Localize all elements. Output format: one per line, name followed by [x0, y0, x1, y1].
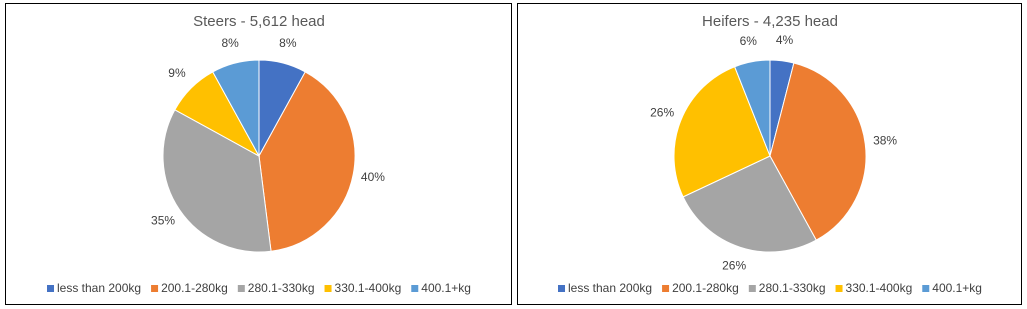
pie-slice	[258, 71, 356, 252]
data-label: 9%	[168, 66, 186, 80]
legend-label: less than 200kg	[57, 281, 141, 295]
pie-slice	[769, 62, 867, 241]
data-label: 26%	[722, 258, 746, 272]
pie-slice	[212, 59, 260, 157]
pie-slice	[162, 109, 272, 253]
data-label: 8%	[221, 36, 239, 50]
legend-swatch	[748, 285, 756, 292]
legend-swatch	[835, 285, 843, 292]
pie-slice	[673, 66, 771, 198]
pie-slice	[734, 59, 771, 157]
data-label: 38%	[873, 134, 897, 148]
legend-swatch	[324, 285, 332, 292]
data-label: 8%	[279, 36, 297, 50]
legend-swatch	[151, 285, 159, 292]
legend-label: 330.1-400kg	[335, 281, 402, 295]
chart-title: Steers - 5,612 head	[193, 13, 325, 30]
legend-swatch	[662, 285, 670, 292]
legend-swatch	[411, 285, 419, 292]
data-label: 4%	[776, 33, 794, 47]
data-label: 6%	[740, 34, 758, 48]
legend-label: 400.1+kg	[421, 281, 471, 295]
legend-swatch	[922, 285, 930, 292]
legend-label: less than 200kg	[568, 281, 652, 295]
legend-swatch	[47, 285, 55, 292]
legend-swatch	[558, 285, 566, 292]
legend-label: 330.1-400kg	[846, 281, 913, 295]
legend-label: 400.1+kg	[932, 281, 982, 295]
data-label: 40%	[361, 170, 385, 184]
legend-label: 200.1-280kg	[161, 281, 228, 295]
data-label: 26%	[650, 105, 674, 119]
legend-label: 280.1-330kg	[759, 281, 826, 295]
chart-title: Heifers - 4,235 head	[702, 13, 838, 30]
legend-label: 280.1-330kg	[248, 281, 315, 295]
pie-slice	[682, 155, 817, 253]
legend-label: 200.1-280kg	[672, 281, 739, 295]
legend-swatch	[237, 285, 245, 292]
data-label: 35%	[151, 213, 175, 227]
